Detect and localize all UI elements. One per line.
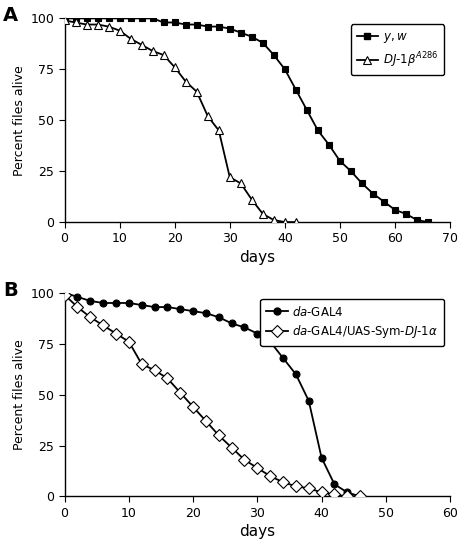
Legend: $\it{da}$-GAL4, $\it{da}$-GAL4/UAS-Sym-$\it{DJ}$-$1\alpha$: $\it{da}$-GAL4, $\it{da}$-GAL4/UAS-Sym-$… (260, 299, 444, 346)
Text: A: A (3, 6, 18, 25)
Legend: $\it{y, w}$, $\it{DJ}$-$1\beta^{A286}$: $\it{y, w}$, $\it{DJ}$-$1\beta^{A286}$ (351, 25, 444, 75)
X-axis label: days: days (239, 250, 275, 265)
Y-axis label: Percent files alive: Percent files alive (13, 339, 26, 450)
X-axis label: days: days (239, 524, 275, 539)
Y-axis label: Percent files alive: Percent files alive (13, 65, 26, 176)
Text: B: B (3, 281, 18, 300)
